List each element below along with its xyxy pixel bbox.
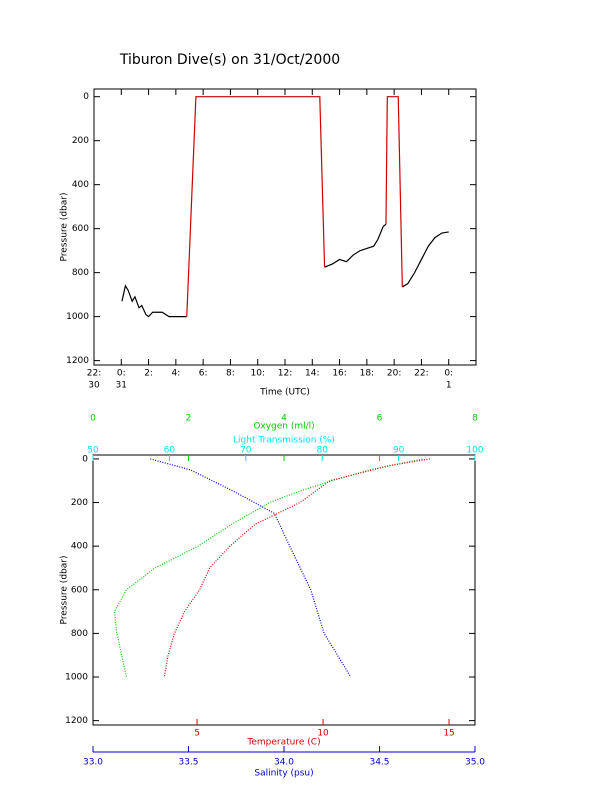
x-tick-label: 15: [443, 729, 454, 739]
x-axis-label: Salinity (psu): [254, 769, 313, 779]
x-tick-label: 35.0: [465, 758, 485, 768]
x-tick-label: 34.5: [369, 758, 389, 768]
y-tick-label: 1000: [65, 673, 88, 683]
x-tick-label: 70: [240, 446, 252, 456]
x-tick-label: 33.5: [178, 758, 198, 768]
x-tick-label: 34.0: [274, 758, 294, 768]
profile-line: [150, 458, 352, 678]
x-axis-label: Time (UTC): [259, 388, 310, 398]
profile-line: [186, 96, 326, 317]
y-tick-label: 1000: [66, 312, 89, 322]
x-tick-label: 6:: [199, 369, 208, 379]
x-tick-label: 90: [393, 446, 405, 456]
x-tick-label: 10: [317, 729, 329, 739]
x-tick-label: 8: [472, 414, 478, 424]
x-day-label: 30: [88, 381, 100, 391]
x-tick-label: 22:: [87, 369, 101, 379]
x-tick-label: 50: [87, 446, 99, 456]
x-tick-label: 4: [281, 414, 287, 424]
profile-line: [324, 223, 387, 268]
y-tick-label: 600: [71, 585, 88, 595]
x-axis-label: Light Transmission (%): [233, 436, 335, 446]
y-axis-label: Pressure (dbar): [60, 556, 70, 625]
x-tick-label: 33.0: [83, 758, 103, 768]
x-tick-label: 0: [90, 414, 96, 424]
x-tick-label: 60: [164, 446, 176, 456]
x-tick-label: 5: [194, 729, 200, 739]
profile-line: [121, 284, 187, 318]
y-axis-label: Pressure (dbar): [60, 193, 70, 262]
x-tick-label: 2: [186, 414, 192, 424]
x-axis-label: Oxygen (ml/l): [253, 422, 314, 432]
x-tick-label: 12:: [278, 369, 292, 379]
x-tick-label: 14:: [305, 369, 319, 379]
plot-frame: [93, 88, 477, 366]
x-tick-label: 0:: [117, 369, 126, 379]
y-tick-label: 200: [71, 498, 88, 508]
y-tick-label: 0: [83, 92, 89, 102]
profile-line: [163, 458, 430, 678]
y-tick-label: 1200: [66, 356, 89, 366]
plot-frame: [92, 454, 476, 726]
x-tick-label: 8:: [226, 369, 235, 379]
y-tick-label: 400: [71, 542, 88, 552]
x-tick-label: 4:: [171, 369, 180, 379]
x-tick-label: 80: [316, 446, 328, 456]
x-tick-label: 100: [466, 446, 483, 456]
y-tick-label: 800: [71, 629, 88, 639]
y-tick-label: 200: [72, 136, 89, 146]
x-tick-label: 22:: [414, 369, 428, 379]
x-tick-label: 20:: [387, 369, 401, 379]
x-tick-label: 6: [377, 414, 383, 424]
y-tick-label: 0: [82, 454, 88, 464]
profile-line: [113, 458, 423, 678]
x-tick-label: 16:: [332, 369, 346, 379]
x-day-label: 31: [116, 381, 127, 391]
x-axis-label: Temperature (C): [246, 738, 320, 748]
x-tick-label: 0:: [444, 369, 453, 379]
profile-line: [402, 231, 449, 288]
profile-line: [385, 96, 403, 287]
y-tick-label: 1200: [65, 716, 88, 726]
chart-title: Tiburon Dive(s) on 31/Oct/2000: [119, 52, 340, 68]
y-tick-label: 400: [72, 180, 89, 190]
y-tick-label: 800: [72, 268, 89, 278]
x-tick-label: 2:: [144, 369, 153, 379]
x-tick-label: 18:: [360, 369, 374, 379]
x-day-label: 1: [446, 381, 452, 391]
x-tick-label: 10:: [250, 369, 264, 379]
y-tick-label: 600: [72, 224, 89, 234]
